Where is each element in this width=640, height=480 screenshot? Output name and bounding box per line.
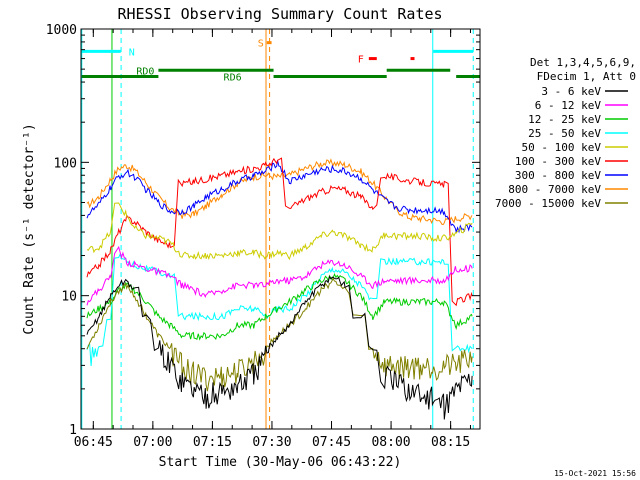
series-lines <box>86 157 473 420</box>
legend-header-line: FDecim 1, Att 0 <box>537 70 636 83</box>
flag-label-rd6: RD6 <box>224 73 242 84</box>
y-tick-label: 100 <box>54 156 77 171</box>
series-line-7000-15000-kev <box>86 277 473 392</box>
footer-date: 15-Oct-2021 15:56 <box>554 469 636 478</box>
vertical-marker-lines <box>81 29 474 429</box>
legend-label-300-800-kev: 300 - 800 keV <box>515 169 601 182</box>
legend-label-7000-15000-kev: 7000 - 15000 keV <box>495 197 601 210</box>
y-tick-label: 1 <box>69 423 77 438</box>
legend-label-25-50-kev: 25 - 50 keV <box>528 127 601 140</box>
y-tick-label: 1000 <box>46 23 77 38</box>
legend-label-6-12-kev: 6 - 12 keV <box>535 99 602 112</box>
x-axis-label: Start Time (30-May-06 06:43:22) <box>159 455 402 470</box>
y-axis-ticks: 1 10 100 1000 <box>46 23 480 438</box>
x-tick-label: 07:30 <box>252 435 291 450</box>
x-tick-label: 08:15 <box>431 435 470 450</box>
series-line-12-25-kev <box>86 272 473 341</box>
y-axis-label: Count Rate (s⁻¹ detector⁻¹) <box>22 123 37 334</box>
plot-frame <box>80 28 481 430</box>
legend-label-3-6-kev: 3 - 6 keV <box>541 85 601 98</box>
x-tick-label: 07:00 <box>133 435 172 450</box>
x-axis-ticks: 06:45 07:00 07:15 07:30 07:45 08:00 08:15 <box>74 29 471 450</box>
x-tick-label: 07:15 <box>193 435 232 450</box>
series-line-6-12-kev <box>86 245 473 306</box>
series-line-50-100-kev <box>86 202 473 261</box>
x-tick-label: 06:45 <box>74 435 113 450</box>
x-tick-label: 07:45 <box>312 435 351 450</box>
x-tick-label: 08:00 <box>371 435 410 450</box>
legend-label-800-7000-kev: 800 - 7000 keV <box>508 183 601 196</box>
series-line-100-300-kev <box>86 157 473 307</box>
series-line-300-800-kev <box>86 160 473 234</box>
legend-header-line: Det 1,3,4,5,6,9, <box>530 56 636 69</box>
flag-label-rd0: RD0 <box>136 66 154 77</box>
y-tick-label: 10 <box>61 290 77 305</box>
series-line-800-7000-kev <box>86 158 473 226</box>
flag-label-s: S <box>258 39 264 50</box>
flag-label-n: N <box>129 47 135 58</box>
chart-title: RHESSI Observing Summary Count Rates <box>117 5 442 23</box>
legend-label-100-300-kev: 100 - 300 keV <box>515 155 601 168</box>
legend: Det 1,3,4,5,6,9,FDecim 1, Att 0 3 - 6 keV… <box>495 56 636 210</box>
flag-label-f: F <box>358 55 364 66</box>
series-line-25-50-kev <box>86 252 473 367</box>
legend-label-50-100-kev: 50 - 100 keV <box>522 141 602 154</box>
legend-label-12-25-kev: 12 - 25 keV <box>528 113 601 126</box>
series-line-3-6-kev <box>86 275 473 420</box>
